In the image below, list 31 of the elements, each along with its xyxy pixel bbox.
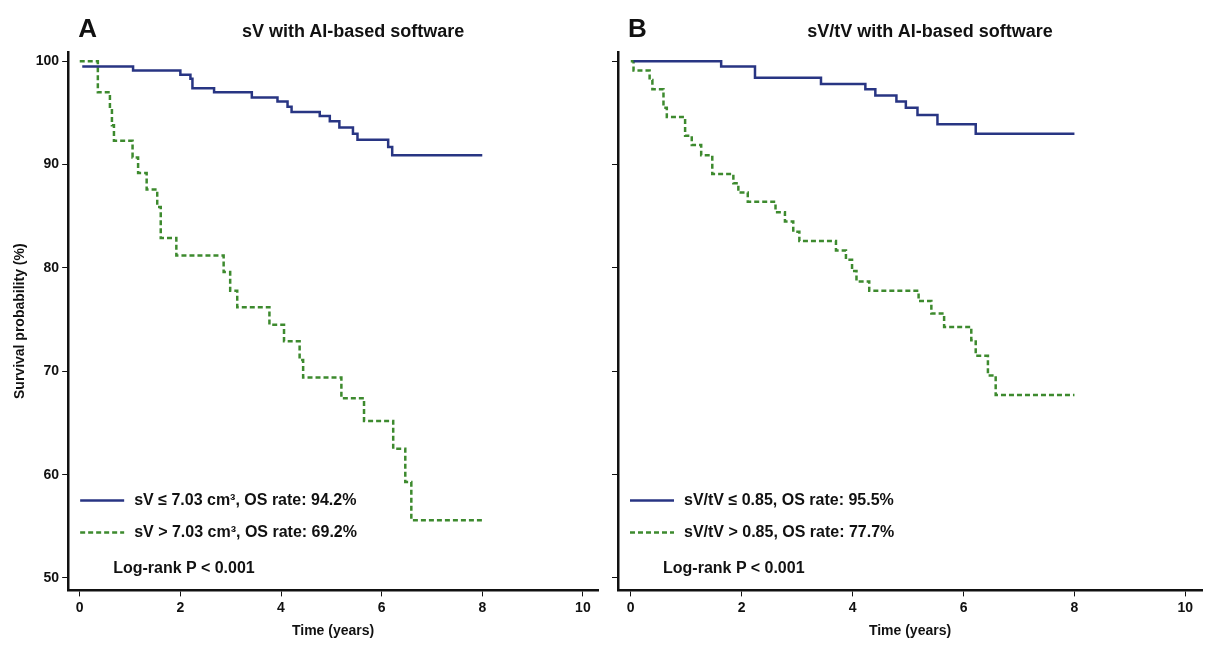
x-tick-label: 0 (75, 598, 84, 615)
x-tick-label: 4 (277, 598, 286, 615)
x-tick-label: 2 (737, 598, 746, 615)
y-tick-label: 50 (43, 568, 60, 585)
y-tick-label: 90 (43, 155, 60, 172)
text: A (78, 13, 98, 44)
x-tick-label: 0 (626, 598, 635, 615)
chart-title: sV with AI-based software (241, 20, 465, 41)
text: B (628, 13, 647, 44)
legend-label: sV/tV ≤ 0.85, OS rate: 95.5% (684, 490, 894, 508)
annotation: Log-rank P < 0.001 (113, 558, 255, 576)
x-tick-label: 6 (377, 598, 386, 615)
y-axis-title: Survival probability (%) (11, 243, 28, 399)
x-axis-title: Time (years) (291, 622, 375, 639)
x-tick-label: 10 (1177, 598, 1194, 615)
y-tick-label: 60 (43, 465, 60, 482)
y-tick-label: 70 (43, 362, 60, 379)
x-axis-title: Time (years) (868, 622, 952, 639)
x-tick-label: 2 (176, 598, 185, 615)
legend-label: sV/tV > 0.85, OS rate: 77.7% (684, 522, 895, 540)
x-tick-label: 8 (1070, 598, 1079, 615)
x-tick-label: 6 (959, 598, 968, 615)
annotation: Log-rank P < 0.001 (663, 558, 805, 576)
y-tick-label: 80 (43, 258, 60, 275)
x-tick-label: 8 (478, 598, 487, 615)
x-tick-label: 4 (848, 598, 857, 615)
y-tick-label: 100 (35, 52, 60, 69)
x-tick-label: 10 (575, 598, 591, 615)
chart-title: sV/tV with AI-based software (807, 20, 1053, 41)
legend-label: sV > 7.03 cm³, OS rate: 69.2% (134, 522, 357, 540)
legend-label: sV ≤ 7.03 cm³, OS rate: 94.2% (134, 490, 357, 508)
